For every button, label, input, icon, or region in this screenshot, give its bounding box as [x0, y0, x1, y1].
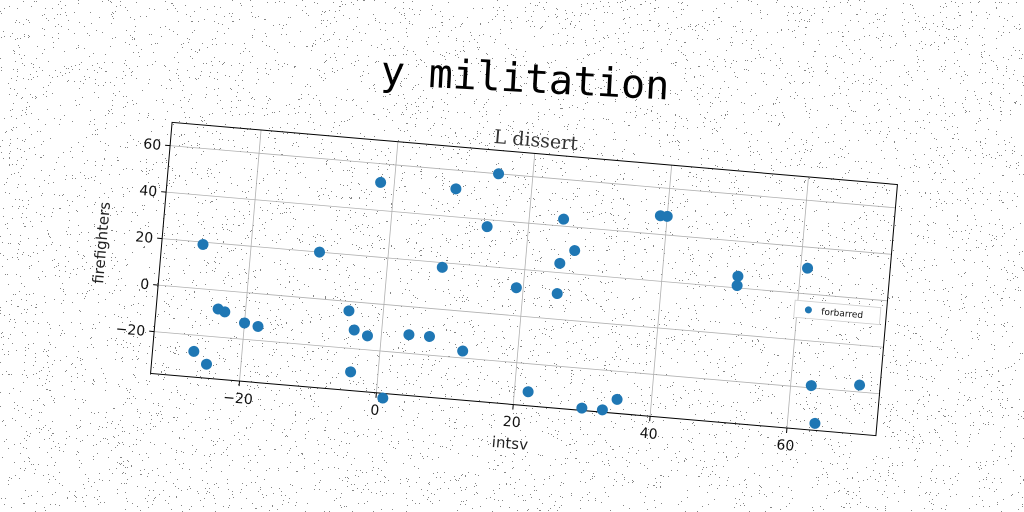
data-point: [403, 329, 415, 341]
data-point: [348, 324, 360, 336]
data-point: [197, 238, 209, 250]
data-point: [576, 402, 588, 414]
data-point: [510, 282, 522, 294]
x-grid-line: [512, 153, 536, 405]
data-point: [343, 305, 355, 317]
grid-lines: [154, 129, 896, 429]
data-point: [551, 288, 563, 300]
legend: forbarred: [793, 299, 882, 325]
data-point: [188, 345, 200, 357]
data-point: [805, 380, 817, 392]
data-points: [188, 168, 866, 429]
y-grid-line: [162, 238, 888, 302]
y-tick-label: 20: [135, 229, 154, 246]
x-tick-label: 20: [502, 414, 521, 431]
data-point: [345, 366, 357, 378]
data-point: [493, 168, 505, 180]
y-grid-line: [158, 284, 884, 348]
data-point: [252, 320, 264, 332]
data-point: [661, 210, 673, 222]
y-tick-label: 0: [140, 277, 150, 294]
data-point: [457, 345, 469, 357]
data-point: [314, 246, 326, 258]
data-point: [522, 386, 534, 398]
data-point: [436, 261, 448, 273]
legend-box: [793, 299, 882, 325]
y-grid-line: [154, 331, 880, 395]
data-point: [558, 213, 570, 225]
x-grid-line: [239, 129, 262, 382]
x-tick-label: 40: [639, 425, 658, 442]
data-point: [377, 392, 389, 404]
y-grid-line: [166, 191, 892, 255]
data-point: [596, 404, 608, 416]
x-tick-label: −20: [223, 390, 254, 408]
data-point: [731, 280, 743, 292]
x-grid-line: [649, 165, 673, 417]
chart-title: y militation: [380, 48, 671, 109]
data-point: [554, 257, 566, 269]
legend-label: forbarred: [821, 308, 864, 322]
data-point: [201, 358, 213, 370]
data-point: [450, 183, 462, 195]
data-point: [239, 317, 251, 329]
y-tick-label: 40: [139, 183, 158, 200]
data-point: [809, 417, 821, 429]
y-tick-label: 60: [143, 136, 162, 153]
y-axis-ticks: −20 0 20 40 60: [115, 136, 171, 340]
data-point: [481, 221, 493, 233]
legend-marker: [804, 306, 812, 314]
data-point: [219, 306, 231, 318]
y-grid-line: [170, 145, 896, 209]
data-point: [361, 330, 373, 342]
data-point: [375, 176, 387, 188]
data-point: [569, 245, 581, 257]
x-axis-ticks: −20 0 20 40 60: [223, 381, 795, 455]
data-point: [423, 330, 435, 342]
x-axis-label: intsv: [491, 433, 529, 454]
x-tick-label: 60: [776, 437, 795, 454]
x-tick-label: 0: [370, 402, 380, 419]
data-point: [611, 393, 623, 405]
y-axis-label: firefighters: [89, 201, 114, 285]
data-point: [802, 262, 814, 274]
data-point: [732, 270, 744, 282]
y-tick-label: −20: [115, 321, 146, 339]
data-point: [854, 379, 866, 391]
